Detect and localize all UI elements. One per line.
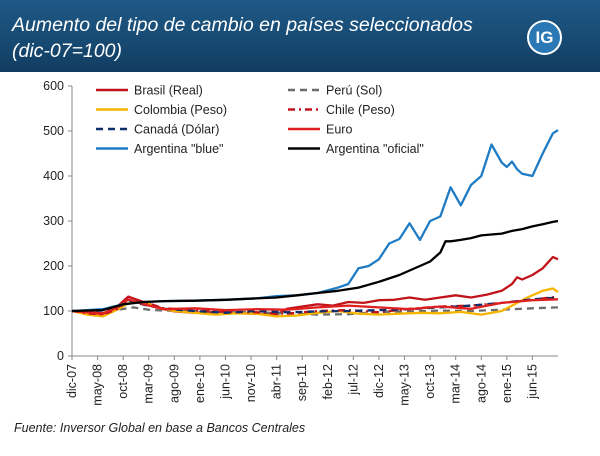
x-tick-label: dic-12 bbox=[372, 364, 386, 398]
series-line-0 bbox=[71, 255, 559, 316]
x-tick-label: feb-12 bbox=[321, 364, 335, 399]
legend-label-2: Colombia (Peso) bbox=[134, 103, 227, 117]
x-tick-label: ene-10 bbox=[193, 364, 207, 403]
chart-title: Aumento del tipo de cambio en países sel… bbox=[12, 14, 473, 62]
legend-label-3: Chile (Peso) bbox=[326, 103, 395, 117]
x-tick-label: ene-15 bbox=[500, 364, 514, 403]
legend-label-7: Argentina "oficial" bbox=[326, 142, 424, 156]
series-line-7 bbox=[71, 219, 559, 313]
legend-label-4: Canadá (Dólar) bbox=[134, 123, 219, 137]
ig-logo-text: IG bbox=[529, 22, 560, 53]
x-tick-label: mar-14 bbox=[449, 364, 463, 404]
series-line-1 bbox=[71, 306, 559, 316]
y-tick-label: 400 bbox=[43, 169, 64, 183]
x-tick-label: abr-11 bbox=[270, 364, 284, 399]
x-tick-label: ago-09 bbox=[167, 364, 181, 403]
x-tick-label: may-13 bbox=[398, 364, 412, 406]
line-chart: 0 100 200 300 400 500 600 dic-07 may-08 oct-08 mar… bbox=[43, 79, 559, 406]
source-note: Fuente: Inversor Global en base a Bancos… bbox=[14, 421, 306, 435]
legend-label-6: Argentina "blue" bbox=[134, 142, 224, 156]
x-tick-label: mar-09 bbox=[142, 364, 156, 404]
legend-label-1: Perú (Sol) bbox=[326, 84, 382, 98]
y-tick-label: 200 bbox=[43, 259, 64, 273]
series-line-6 bbox=[71, 129, 559, 313]
x-tick-label: dic-07 bbox=[65, 364, 79, 398]
y-tick-label: 100 bbox=[43, 304, 64, 318]
chart-axes: 0 100 200 300 400 500 600 dic-07 may-08 oct-08 mar… bbox=[43, 79, 558, 406]
chart-legend: Brasil (Real) Perú (Sol) Colombia (Peso) Ch… bbox=[96, 84, 424, 156]
chart-lines bbox=[71, 129, 559, 318]
legend-label-0: Brasil (Real) bbox=[134, 84, 203, 98]
series-line-3 bbox=[71, 295, 559, 316]
y-tick-label: 500 bbox=[43, 124, 64, 138]
x-tick-label: oct-13 bbox=[423, 364, 437, 399]
y-tick-label: 600 bbox=[43, 79, 64, 93]
chart-header: Aumento del tipo de cambio en países sel… bbox=[0, 0, 600, 72]
ig-logo: IG bbox=[527, 20, 562, 55]
x-tick-label: nov-10 bbox=[244, 364, 258, 402]
legend-label-5: Euro bbox=[326, 123, 352, 137]
y-tick-label: 300 bbox=[43, 214, 64, 228]
x-tick-label: jun-10 bbox=[218, 364, 232, 400]
x-tick-label: sep-11 bbox=[295, 364, 309, 401]
x-tick-label: jul-12 bbox=[346, 364, 360, 396]
x-tick-label: may-08 bbox=[91, 364, 105, 406]
y-tick-label: 0 bbox=[57, 349, 64, 363]
x-tick-label: oct-08 bbox=[116, 364, 130, 399]
x-tick-label: ago-14 bbox=[474, 364, 488, 403]
x-tick-label: jun-15 bbox=[525, 364, 539, 400]
